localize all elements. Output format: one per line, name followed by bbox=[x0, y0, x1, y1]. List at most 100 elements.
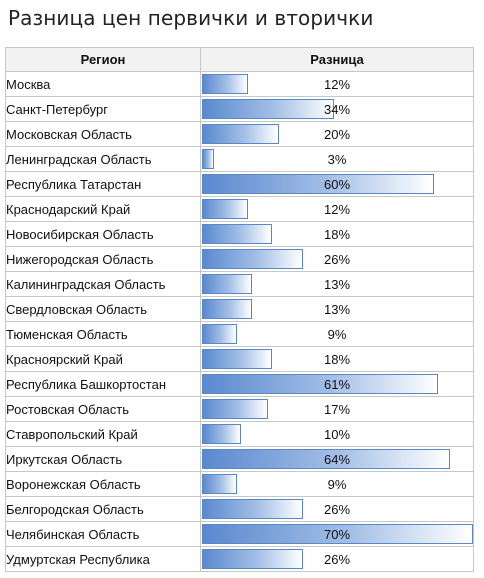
table-row: Ростовская Область 17% bbox=[5, 396, 474, 422]
data-bar bbox=[202, 499, 303, 519]
table-row: Новосибирская Область 18% bbox=[5, 221, 474, 247]
data-bar bbox=[202, 199, 248, 219]
column-header-difference[interactable]: Разница bbox=[200, 47, 474, 72]
region-cell[interactable]: Московская Область bbox=[5, 121, 201, 147]
table-row: Москва 12% bbox=[5, 71, 474, 97]
data-bar bbox=[202, 74, 248, 94]
region-cell[interactable]: Санкт-Петербург bbox=[5, 96, 201, 122]
region-cell[interactable]: Калининградская Область bbox=[5, 271, 201, 297]
difference-cell[interactable]: 17% bbox=[200, 396, 474, 422]
table-row: Московская Область 20% bbox=[5, 121, 474, 147]
data-label: 26% bbox=[323, 501, 351, 517]
region-cell[interactable]: Ростовская Область bbox=[5, 396, 201, 422]
header-row: Регион Разница bbox=[5, 47, 474, 72]
data-bar bbox=[202, 224, 272, 244]
difference-cell[interactable]: 13% bbox=[200, 296, 474, 322]
data-label: 12% bbox=[323, 76, 351, 92]
difference-cell[interactable]: 10% bbox=[200, 421, 474, 447]
data-bar bbox=[202, 99, 334, 119]
table-row: Нижегородская Область 26% bbox=[5, 246, 474, 272]
table-row: Воронежская Область 9% bbox=[5, 471, 474, 497]
table-row: Республика Башкортостан 61% bbox=[5, 371, 474, 397]
data-label: 18% bbox=[323, 226, 351, 242]
data-bar bbox=[202, 124, 279, 144]
region-cell[interactable]: Красноярский Край bbox=[5, 346, 201, 372]
data-label: 34% bbox=[323, 101, 351, 117]
difference-cell[interactable]: 61% bbox=[200, 371, 474, 397]
data-label: 26% bbox=[323, 551, 351, 567]
data-label: 20% bbox=[323, 126, 351, 142]
region-cell[interactable]: Тюменская Область bbox=[5, 321, 201, 347]
data-label: 12% bbox=[323, 201, 351, 217]
data-label: 70% bbox=[323, 526, 351, 542]
data-label: 26% bbox=[323, 251, 351, 267]
difference-cell[interactable]: 18% bbox=[200, 346, 474, 372]
table-row: Санкт-Петербург 34% bbox=[5, 96, 474, 122]
table-row: Иркутская Область 64% bbox=[5, 446, 474, 472]
region-cell[interactable]: Ленинградская Область bbox=[5, 146, 201, 172]
difference-cell[interactable]: 13% bbox=[200, 271, 474, 297]
region-cell[interactable]: Белгородская Область bbox=[5, 496, 201, 522]
data-label: 17% bbox=[323, 401, 351, 417]
difference-cell[interactable]: 26% bbox=[200, 546, 474, 572]
data-table: Регион Разница Москва 12% Санкт-Петербург 3… bbox=[5, 47, 474, 572]
difference-cell[interactable]: 3% bbox=[200, 146, 474, 172]
table-row: Ставропольский Край 10% bbox=[5, 421, 474, 447]
data-bar bbox=[202, 524, 473, 544]
region-cell[interactable]: Республика Татарстан bbox=[5, 171, 201, 197]
region-cell[interactable]: Ставропольский Край bbox=[5, 421, 201, 447]
data-bar bbox=[202, 174, 434, 194]
difference-cell[interactable]: 70% bbox=[200, 521, 474, 547]
region-cell[interactable]: Москва bbox=[5, 71, 201, 97]
region-cell[interactable]: Нижегородская Область bbox=[5, 246, 201, 272]
difference-cell[interactable]: 9% bbox=[200, 321, 474, 347]
table-row: Челябинская Область 70% bbox=[5, 521, 474, 547]
data-bar bbox=[202, 274, 252, 294]
region-cell[interactable]: Республика Башкортостан bbox=[5, 371, 201, 397]
difference-cell[interactable]: 12% bbox=[200, 71, 474, 97]
region-cell[interactable]: Иркутская Область bbox=[5, 446, 201, 472]
table-row: Краснодарский Край 12% bbox=[5, 196, 474, 222]
data-label: 10% bbox=[323, 426, 351, 442]
data-label: 9% bbox=[327, 476, 347, 492]
difference-cell[interactable]: 60% bbox=[200, 171, 474, 197]
difference-cell[interactable]: 18% bbox=[200, 221, 474, 247]
region-cell[interactable]: Новосибирская Область bbox=[5, 221, 201, 247]
column-header-region[interactable]: Регион bbox=[5, 47, 201, 72]
data-label: 13% bbox=[323, 301, 351, 317]
region-cell[interactable]: Челябинская Область bbox=[5, 521, 201, 547]
table-row: Ленинградская Область 3% bbox=[5, 146, 474, 172]
region-cell[interactable]: Свердловская Область bbox=[5, 296, 201, 322]
data-bar bbox=[202, 374, 438, 394]
table-row: Свердловская Область 13% bbox=[5, 296, 474, 322]
region-cell[interactable]: Удмуртская Республика bbox=[5, 546, 201, 572]
data-bar bbox=[202, 324, 237, 344]
table-row: Республика Татарстан 60% bbox=[5, 171, 474, 197]
data-label: 13% bbox=[323, 276, 351, 292]
difference-cell[interactable]: 12% bbox=[200, 196, 474, 222]
data-bar bbox=[202, 549, 303, 569]
data-label: 3% bbox=[327, 151, 347, 167]
data-label: 61% bbox=[323, 376, 351, 392]
difference-cell[interactable]: 34% bbox=[200, 96, 474, 122]
difference-cell[interactable]: 26% bbox=[200, 496, 474, 522]
table-row: Калининградская Область 13% bbox=[5, 271, 474, 297]
difference-cell[interactable]: 64% bbox=[200, 446, 474, 472]
data-bar bbox=[202, 424, 241, 444]
table-row: Тюменская Область 9% bbox=[5, 321, 474, 347]
data-bar bbox=[202, 149, 214, 169]
table-row: Белгородская Область 26% bbox=[5, 496, 474, 522]
data-label: 9% bbox=[327, 326, 347, 342]
data-bar bbox=[202, 349, 272, 369]
page-title: Разница цен первички и вторички bbox=[8, 6, 374, 30]
data-label: 18% bbox=[323, 351, 351, 367]
data-bar bbox=[202, 474, 237, 494]
data-bar bbox=[202, 449, 450, 469]
difference-cell[interactable]: 20% bbox=[200, 121, 474, 147]
difference-cell[interactable]: 9% bbox=[200, 471, 474, 497]
table-row: Удмуртская Республика 26% bbox=[5, 546, 474, 572]
region-cell[interactable]: Краснодарский Край bbox=[5, 196, 201, 222]
data-bar bbox=[202, 249, 303, 269]
difference-cell[interactable]: 26% bbox=[200, 246, 474, 272]
region-cell[interactable]: Воронежская Область bbox=[5, 471, 201, 497]
